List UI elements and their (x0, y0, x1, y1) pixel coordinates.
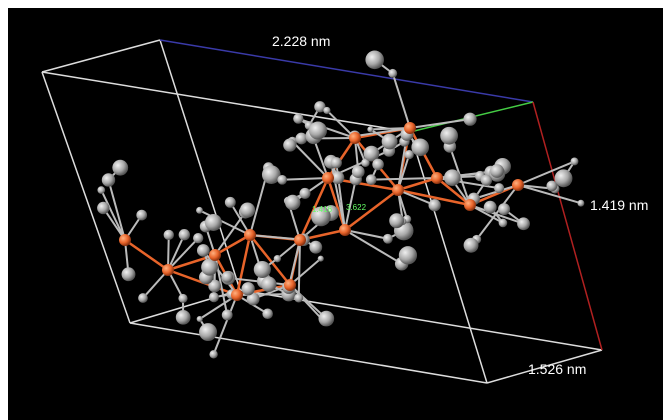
structure-render: 1.416 3.622 2.228 nm 1.419 nm 1.526 nm (0, 0, 663, 420)
atom (300, 188, 311, 199)
atom (490, 164, 504, 178)
metal-atom (284, 279, 296, 291)
atom (382, 134, 398, 150)
atom (429, 199, 441, 211)
atom (261, 277, 276, 292)
atom (193, 233, 203, 243)
atom (240, 202, 255, 217)
atom (164, 230, 174, 240)
atom (571, 157, 579, 165)
atom (411, 138, 429, 156)
atom (97, 202, 109, 214)
atom (517, 217, 530, 230)
atom (196, 207, 203, 214)
atom (205, 214, 222, 231)
distance-label: 3.622 (346, 203, 367, 212)
atom (494, 183, 504, 193)
metal-atom (231, 289, 243, 301)
atom (318, 311, 334, 327)
atom (201, 259, 218, 276)
atom (277, 175, 287, 185)
atom (262, 309, 273, 320)
atom (197, 244, 210, 257)
metal-atom (162, 264, 174, 276)
atom (112, 160, 128, 176)
metal-atom (392, 184, 404, 196)
atom (309, 122, 327, 140)
atom (283, 139, 296, 152)
atom (388, 69, 397, 78)
atom (254, 261, 271, 278)
atom (383, 234, 393, 244)
atom (102, 173, 115, 186)
atom (136, 210, 147, 221)
metal-atom (322, 172, 334, 184)
atom (481, 175, 492, 186)
metal-atom (119, 234, 131, 246)
atom (444, 169, 461, 186)
atom (97, 186, 105, 194)
atom (399, 246, 417, 264)
atom (440, 127, 458, 145)
atom (498, 203, 510, 215)
atom (178, 294, 187, 303)
distance-label: 1.416 (312, 205, 333, 214)
metal-atom (512, 179, 524, 191)
dimension-label: 2.228 nm (272, 33, 330, 49)
atom (122, 267, 136, 281)
dimension-label: 1.526 nm (528, 361, 586, 377)
atom (242, 282, 255, 295)
atom (295, 133, 307, 145)
atom (484, 201, 497, 214)
metal-atom (349, 132, 361, 144)
atom (463, 113, 476, 126)
atom (293, 114, 303, 124)
atom (294, 293, 303, 302)
metal-atom (431, 172, 443, 184)
atom (222, 310, 233, 321)
atom (222, 271, 233, 282)
metal-atom (294, 234, 306, 246)
figure: 1.416 3.622 2.228 nm 1.419 nm 1.526 nm (… (0, 0, 663, 420)
atom (209, 292, 219, 302)
metal-atom (209, 249, 221, 261)
atom (274, 255, 281, 262)
atom (309, 241, 322, 254)
atom (199, 323, 217, 341)
atom (138, 293, 148, 303)
metal-atom (404, 122, 416, 134)
atom (365, 51, 384, 70)
atom (318, 256, 324, 262)
atom (389, 213, 404, 228)
atom (499, 219, 508, 228)
atom (225, 197, 236, 208)
metal-atom (464, 199, 476, 211)
atom (366, 174, 377, 185)
atom (367, 126, 373, 132)
atom (372, 159, 384, 171)
page: {"labels": {"width": "2.228 nm", "height… (0, 0, 663, 420)
atom (331, 157, 342, 168)
atom (352, 165, 365, 178)
metal-atom (339, 224, 351, 236)
atom (555, 169, 573, 187)
atom (578, 200, 585, 207)
atom (176, 310, 191, 325)
metal-atom (244, 229, 256, 241)
atom (285, 195, 300, 210)
atom (323, 107, 330, 114)
dimension-label: 1.419 nm (590, 197, 648, 213)
atom (179, 229, 190, 240)
atom (197, 316, 203, 322)
atom (209, 350, 217, 358)
atom (464, 238, 479, 253)
